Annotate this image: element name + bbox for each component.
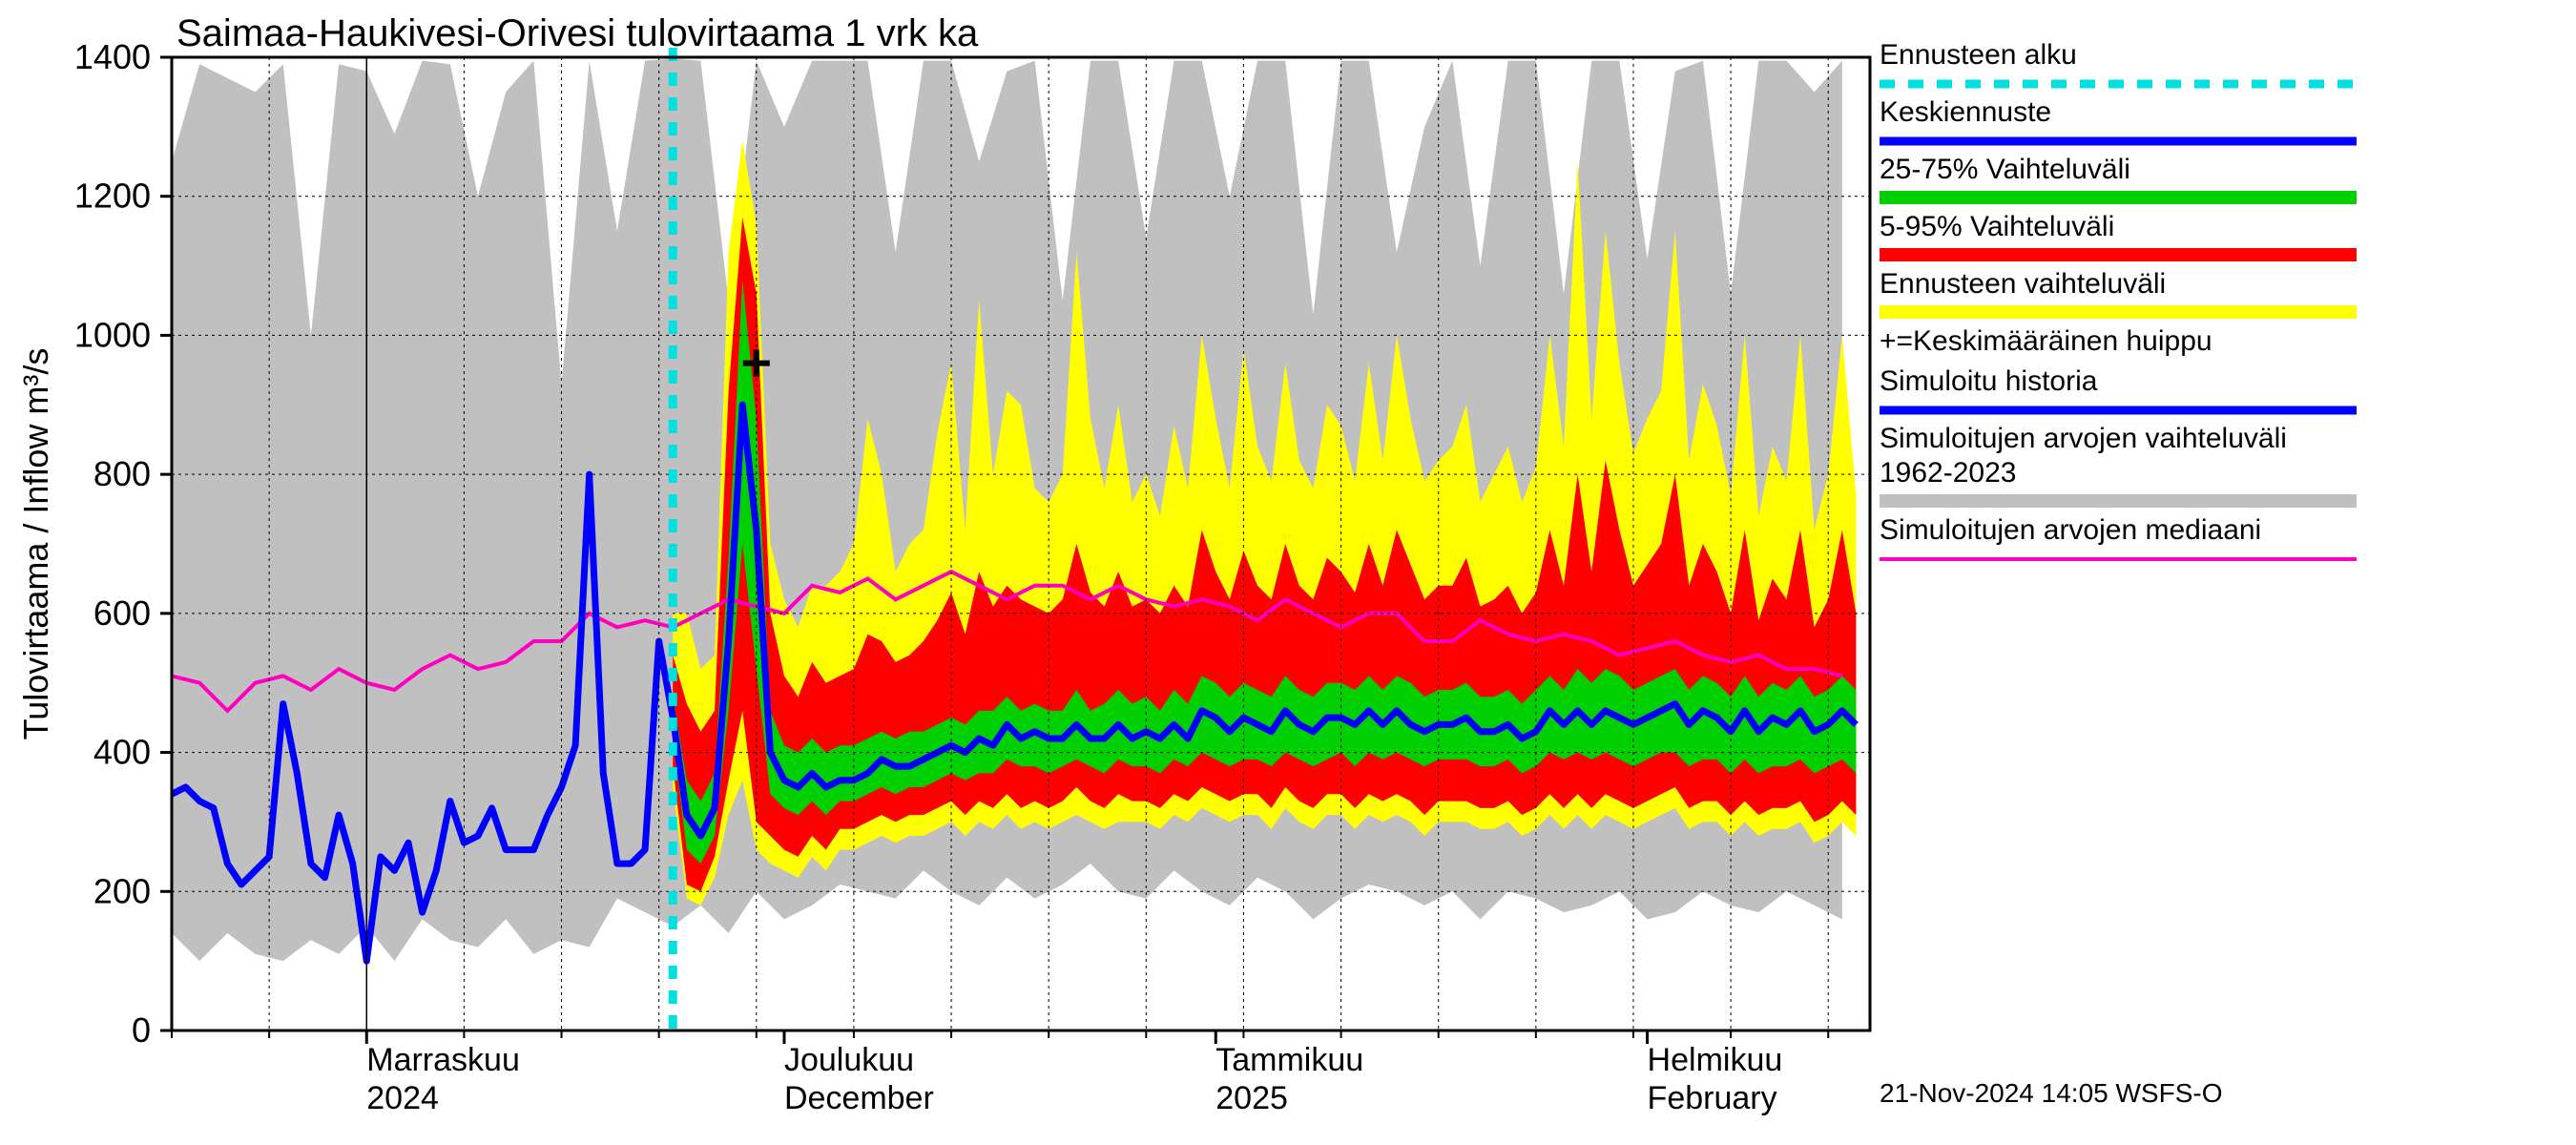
legend-item: Simuloitujen arvojen vaihteluväli 1962-2… xyxy=(1880,422,2357,508)
legend-label: 25-75% Vaihteluväli xyxy=(1880,153,2357,187)
legend-label: Ennusteen vaihteluväli xyxy=(1880,267,2357,302)
legend-item: +=Keskimääräinen huippu xyxy=(1880,324,2357,359)
legend-swatch xyxy=(1880,403,2357,416)
legend-swatch xyxy=(1880,191,2357,204)
legend-item: Simuloitujen arvojen mediaani xyxy=(1880,513,2357,565)
svg-text:0: 0 xyxy=(132,1010,151,1050)
svg-text:Helmikuu: Helmikuu xyxy=(1648,1042,1783,1078)
legend-label: Simuloitujen arvojen vaihteluväli 1962-2… xyxy=(1880,422,2357,490)
svg-text:December: December xyxy=(784,1080,934,1116)
legend-item: 5-95% Vaihteluväli xyxy=(1880,210,2357,261)
svg-text:200: 200 xyxy=(93,871,151,910)
legend-label: Ennusteen alku xyxy=(1880,38,2357,73)
legend-label: +=Keskimääräinen huippu xyxy=(1880,324,2357,359)
svg-text:2024: 2024 xyxy=(366,1080,439,1116)
svg-text:1000: 1000 xyxy=(74,315,151,354)
svg-text:1200: 1200 xyxy=(74,177,151,216)
legend-label: 5-95% Vaihteluväli xyxy=(1880,210,2357,244)
legend-label: Simuloitujen arvojen mediaani xyxy=(1880,513,2357,548)
legend-swatch xyxy=(1880,552,2357,565)
legend: Ennusteen alku Keskiennuste 25-75% Vaihtel… xyxy=(1880,38,2357,571)
svg-text:600: 600 xyxy=(93,593,151,633)
legend-swatch xyxy=(1880,248,2357,261)
svg-text:800: 800 xyxy=(93,454,151,493)
footer-timestamp: 21-Nov-2024 14:05 WSFS-O xyxy=(1880,1078,2223,1109)
svg-text:Joulukuu: Joulukuu xyxy=(784,1042,914,1078)
legend-item: Ennusteen alku xyxy=(1880,38,2357,90)
legend-label: Keskiennuste xyxy=(1880,95,2357,130)
legend-item: Keskiennuste xyxy=(1880,95,2357,147)
legend-label: Simuloitu historia xyxy=(1880,364,2357,399)
legend-swatch xyxy=(1880,305,2357,319)
legend-item: 25-75% Vaihteluväli xyxy=(1880,153,2357,204)
svg-text:400: 400 xyxy=(93,733,151,772)
legend-swatch xyxy=(1880,76,2357,90)
legend-item: Ennusteen vaihteluväli xyxy=(1880,267,2357,319)
legend-item: Simuloitu historia xyxy=(1880,364,2357,416)
svg-text:Saimaa-Haukivesi-Orivesi tulov: Saimaa-Haukivesi-Orivesi tulovirtaama 1 … xyxy=(177,12,979,54)
legend-swatch xyxy=(1880,134,2357,147)
svg-text:Tulovirtaama / Inflow m³/s: Tulovirtaama / Inflow m³/s xyxy=(16,348,55,740)
svg-text:2025: 2025 xyxy=(1215,1080,1288,1116)
legend-swatch xyxy=(1880,494,2357,508)
svg-text:Tammikuu: Tammikuu xyxy=(1215,1042,1363,1078)
svg-text:February: February xyxy=(1648,1080,1777,1116)
svg-text:1400: 1400 xyxy=(74,37,151,76)
svg-text:Marraskuu: Marraskuu xyxy=(366,1042,520,1078)
page-root: 0 200 400 600 800 1000 1200 1400 Marraskuu2024 Jo… xyxy=(0,0,2576,1145)
